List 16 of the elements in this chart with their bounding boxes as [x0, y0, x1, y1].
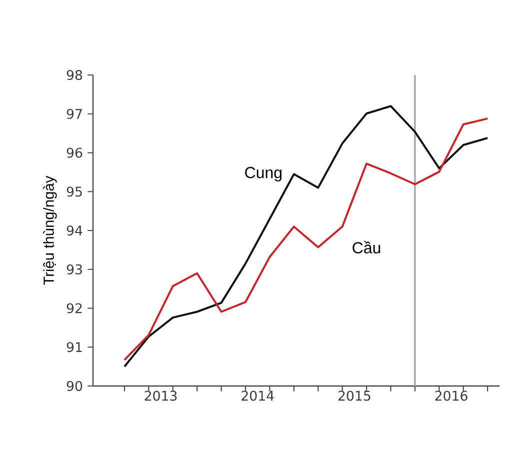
y-tick-label: 93	[66, 264, 82, 274]
series-label: Cầu	[352, 240, 380, 254]
y-tick-label: 96	[66, 148, 82, 158]
y-tick-label: 91	[66, 342, 82, 352]
y-axis-title: Triệu thùng/ngày	[43, 176, 57, 285]
series-label: Cung	[245, 166, 282, 182]
y-tick-label: 92	[66, 303, 82, 314]
x-tick-label: 2014	[242, 390, 274, 401]
x-tick-label: 2016	[435, 390, 468, 401]
x-tick-label: 2015	[338, 390, 370, 401]
y-tick-label: 98	[66, 70, 82, 80]
y-tick-label: 95	[66, 186, 82, 197]
y-tick-label: 90	[66, 380, 82, 392]
x-tick-label: 2013	[144, 390, 177, 401]
y-tick-label: 97	[66, 108, 82, 119]
y-tick-label: 94	[66, 225, 82, 236]
